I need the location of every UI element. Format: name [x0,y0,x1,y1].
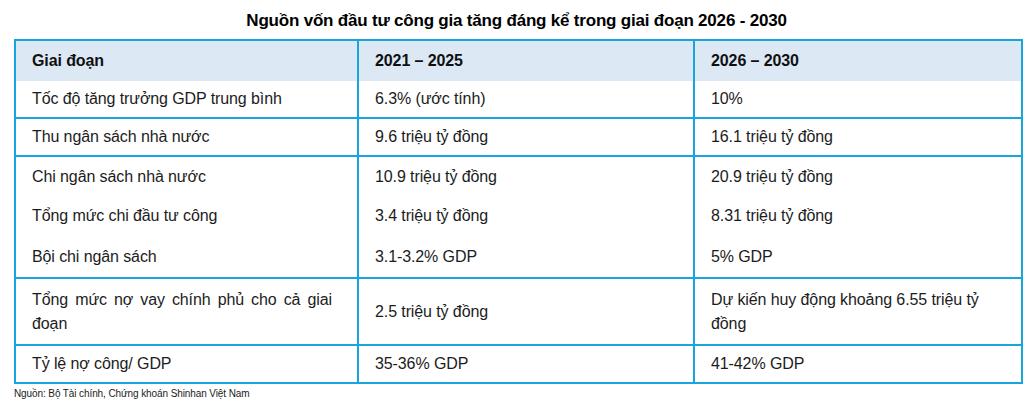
table-cell-label-text: Tổng mức nợ vay chính phủ cho cả giai đo… [32,288,332,334]
header-cell-2021-2025: 2021 – 2025 [358,40,694,81]
table-cell-value: Dự kiến huy động khoảng 6.55 triệu tỷ đồ… [694,278,1022,345]
table-row-budget-deficit: Bội chi ngân sách 3.1-3.2% GDP 5% GDP [15,236,1022,278]
source-note: Nguồn: Bộ Tài chính, Chứng khoán Shinhan… [14,388,1033,399]
table-cell-value: 5% GDP [694,236,1022,278]
table-row-government-borrowing: Tổng mức nợ vay chính phủ cho cả giai đo… [15,278,1022,345]
table-cell-value: 35-36% GDP [358,345,694,383]
table-cell-value: 3.4 triệu tỷ đồng [358,196,694,236]
table-cell-label: Thu ngân sách nhà nước [15,118,358,156]
table-row-state-revenue: Thu ngân sách nhà nước 9.6 triệu tỷ đồng… [15,118,1022,156]
table-header-row: Giai đoạn 2021 – 2025 2026 – 2030 [15,40,1022,81]
table-cell-value: 10.9 triệu tỷ đồng [358,156,694,196]
table-row-state-expenditure: Chi ngân sách nhà nước 10.9 triệu tỷ đồn… [15,156,1022,196]
table-cell-label: Tổng mức chi đầu tư công [15,196,358,236]
table-cell-label: Bội chi ngân sách [15,236,358,278]
table-cell-value: 10% [694,81,1022,118]
header-cell-2026-2030: 2026 – 2030 [694,40,1022,81]
table-cell-value: 9.6 triệu tỷ đồng [358,118,694,156]
table-cell-value: 41-42% GDP [694,345,1022,383]
table-cell-value: 2.5 triệu tỷ đồng [358,278,694,345]
table-cell-value: 16.1 triệu tỷ đồng [694,118,1022,156]
page-title: Nguồn vốn đầu tư công gia tăng đáng kể t… [0,0,1033,39]
table-cell-value: 20.9 triệu tỷ đồng [694,156,1022,196]
table-cell-value: 3.1-3.2% GDP [358,236,694,278]
report-page: Nguồn vốn đầu tư công gia tăng đáng kể t… [0,0,1033,407]
table-row-public-investment: Tổng mức chi đầu tư công 3.4 triệu tỷ đồ… [15,196,1022,236]
table-row-gdp-growth: Tốc độ tăng trưởng GDP trung bình 6.3% (… [15,81,1022,118]
table-cell-value: 6.3% (ước tính) [358,81,694,118]
table-cell-label: Chi ngân sách nhà nước [15,156,358,196]
table-cell-label: Tổng mức nợ vay chính phủ cho cả giai đo… [15,278,358,345]
table-row-public-debt-ratio: Tỷ lệ nợ công/ GDP 35-36% GDP 41-42% GDP [15,345,1022,383]
header-cell-period: Giai đoạn [15,40,358,81]
public-investment-table: Giai đoạn 2021 – 2025 2026 – 2030 Tốc độ… [14,39,1023,384]
table-cell-label: Tốc độ tăng trưởng GDP trung bình [15,81,358,118]
table-cell-value-text: Dự kiến huy động khoảng 6.55 triệu tỷ đồ… [711,288,999,334]
table-cell-label: Tỷ lệ nợ công/ GDP [15,345,358,383]
table-cell-value: 8.31 triệu tỷ đồng [694,196,1022,236]
